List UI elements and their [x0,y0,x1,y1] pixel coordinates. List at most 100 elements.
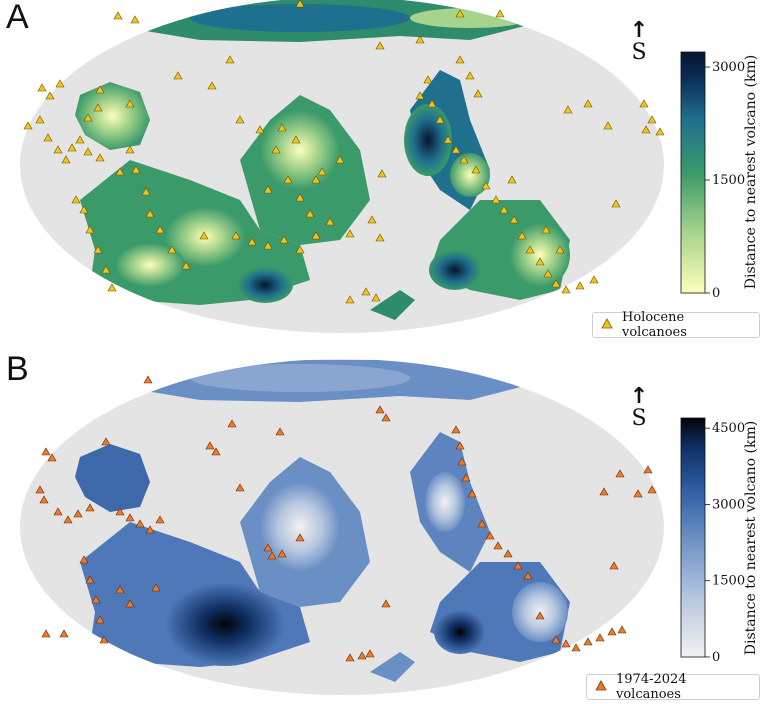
colorbar-label-b: Distance to nearest volcano (km) [743,421,759,655]
volcano-marker [609,561,619,570]
volcano-marker [455,55,465,64]
volcano-marker [643,465,653,474]
volcano-marker [85,575,95,584]
volcano-marker [115,507,125,516]
colorbar-label-a: Distance to nearest volcano (km) [743,55,759,289]
volcano-marker [151,583,161,592]
volcano-marker [275,427,285,436]
panel-a: 0 1500 3000 Distance to nearest volcano (k… [6,0,760,340]
volcano-marker [35,115,45,124]
volcano-marker [371,293,381,302]
volcano-marker [141,187,151,196]
volcano-marker [35,485,45,494]
colorbar-b: 0 1500 3000 4500 Distance to nearest volcan… [680,417,759,665]
volcano-marker [491,195,501,204]
panel-label-b: B [6,350,29,388]
volcano-marker [83,113,93,122]
volcano-markers-a [23,0,665,304]
volcano-marker [357,651,367,660]
volcano-marker [107,283,117,292]
volcano-marker [617,625,627,634]
volcano-marker [167,245,177,254]
arrow-up-icon: ↑ [629,18,649,43]
triangle-marker-icon [601,317,613,333]
volcano-marker [481,181,491,190]
triangle-marker-icon [595,679,607,695]
volcano-marker [85,503,95,512]
volcano-marker [375,41,385,50]
volcano-marker [181,261,191,270]
volcano-marker [499,205,509,214]
volcano-marker [571,643,581,652]
volcano-marker [93,245,103,254]
volcano-marker [125,599,135,608]
legend-label-a: Holocene volcanoes [622,310,687,340]
volcano-marker [361,287,371,296]
volcano-marker [130,15,140,24]
volcano-marker [535,257,545,266]
panel-label-a: A [6,0,29,36]
volcano-marker [603,121,613,130]
volcano-marker [345,229,355,238]
volcano-marker [455,9,465,18]
colorbar-tick-label: 0 [712,650,720,665]
colorbar-a: 0 1500 3000 Distance to nearest volcano (k… [680,51,759,301]
volcano-marker [595,633,605,642]
volcano-marker [641,125,651,134]
volcano-marker [345,653,355,662]
volcano-marker [95,615,105,624]
volcano-marker [41,629,51,638]
volcano-marker [125,513,135,522]
panel-b: 0 1500 3000 4500 Distance to nearest volcan… [0,350,773,704]
volcano-marker [365,649,375,658]
volcano-marker [509,215,519,224]
volcano-marker [311,231,321,240]
volcano-marker [655,127,665,136]
volcano-marker [39,495,49,504]
volcano-marker [451,425,461,434]
volcano-marker [485,531,495,540]
volcano-marker [115,167,125,176]
volcano-marker [247,237,257,246]
volcano-marker [235,483,245,492]
volcano-marker [555,245,565,254]
volcano-marker [23,121,33,130]
volcano-marker [575,281,585,290]
volcano-marker [37,83,47,92]
volcano-marker [263,185,273,194]
volcano-marker [517,231,527,240]
volcano-marker [461,473,471,482]
north-indicator-a: ↑ S [628,20,650,64]
colorbar-tick-label: 0 [712,286,720,301]
volcano-marker [467,489,477,498]
landmass-australia [75,82,150,150]
volcano-marker [455,441,465,450]
volcano-marker [227,419,237,428]
volcano-marker [135,519,145,528]
volcano-marker [493,541,503,550]
volcano-marker [415,35,425,44]
volcano-marker [415,91,425,100]
volcano-marker [295,0,305,8]
volcano-marker [633,489,643,498]
volcano-marker [381,413,391,422]
legend-b: 1974-2024 volcanoes [586,672,760,702]
volcano-marker [145,209,155,218]
volcano-marker [145,525,155,534]
volcano-marker [295,533,305,542]
volcano-marker [45,91,55,100]
volcano-marker [465,71,475,80]
volcano-marker [611,199,621,208]
volcano-marker [101,437,111,446]
volcano-marker [279,235,289,244]
volcano-marker [75,135,85,144]
volcano-marker [551,279,561,288]
volcano-marker [173,71,183,80]
volcano-marker [225,55,235,64]
volcano-marker [143,375,153,384]
volcano-marker [563,105,573,114]
volcano-marker [85,225,95,234]
volcano-marker [495,9,505,18]
volcano-marker [71,195,81,204]
north-label-b: S [631,406,647,431]
